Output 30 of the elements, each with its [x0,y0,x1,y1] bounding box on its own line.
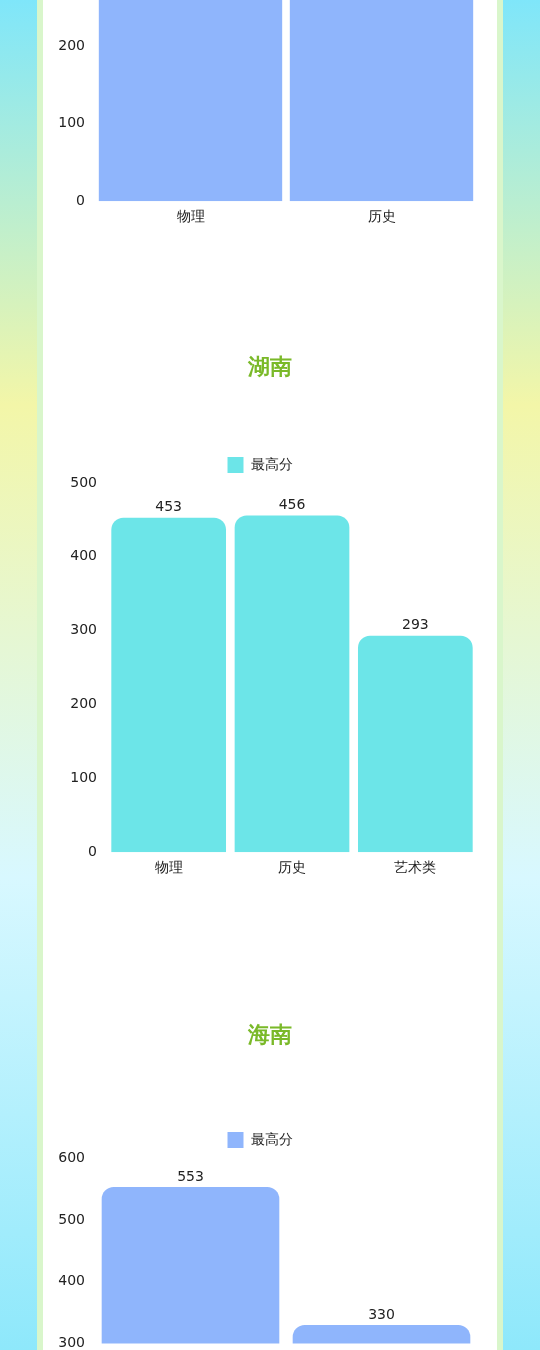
y-tick-label: 400 [58,1272,85,1289]
data-label: 453 [155,498,183,515]
y-tick-label: 0 [76,191,85,208]
y-tick-label: 500 [58,1210,85,1227]
x-tick-label: 物理 [154,859,183,876]
x-tick-label: 历史 [278,859,306,876]
y-tick-label: 200 [58,36,85,53]
legend-label: 最高分 [250,455,293,472]
x-tick-label: 物理 [176,208,205,225]
y-tick-label: 400 [70,547,97,564]
data-label: 293 [401,616,429,633]
y-tick-label: 300 [70,621,97,638]
x-tick-label: 艺术类 [394,859,437,876]
data-label: 330 [368,1305,395,1322]
y-tick-label: 600 [58,1148,85,1165]
y-tick-label: 0 [88,842,97,859]
chart-title: 湖南 [247,353,293,381]
y-tick-label: 100 [70,769,97,785]
bar [357,635,473,853]
y-tick-label: 300 [58,1334,85,1350]
x-tick-label: 历史 [367,208,396,225]
y-tick-label: 500 [70,473,97,490]
bar [111,517,227,853]
data-label: 553 [177,1167,204,1184]
data-label: 456 [278,496,306,513]
chart-title: 海南 [247,1021,293,1049]
legend-label: 最高分 [250,1130,293,1147]
y-tick-label: 200 [70,695,97,712]
y-tick-label: 100 [58,114,85,131]
bar [234,515,350,853]
